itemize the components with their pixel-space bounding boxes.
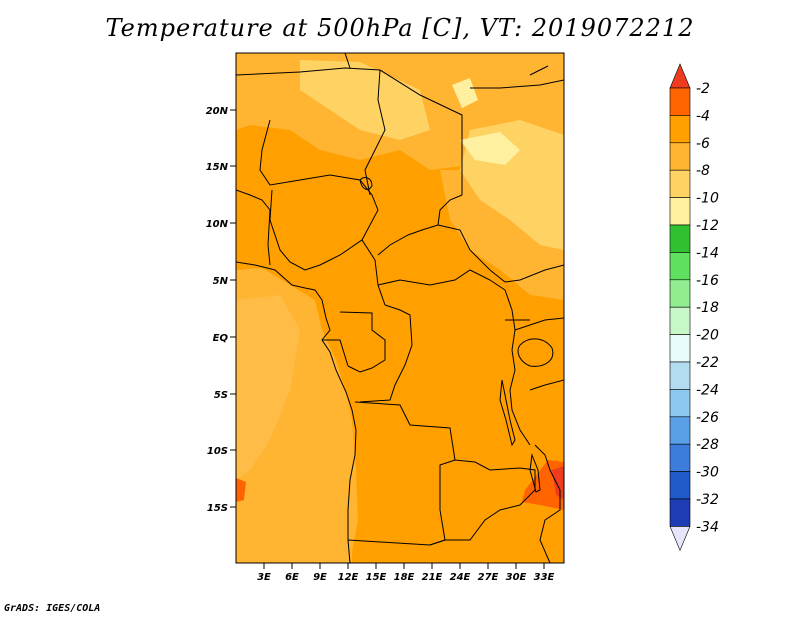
colorbar-box	[669, 443, 691, 472]
field-patch-warm-west	[236, 478, 246, 502]
border-niger-chad	[259, 119, 379, 241]
coastline-west-africa	[236, 261, 357, 563]
colorbar-box	[669, 115, 691, 144]
field-patch-pale	[460, 132, 520, 165]
colorbar-box	[669, 334, 691, 363]
colorbar-box	[669, 142, 691, 171]
lon-tick-label: 27E	[478, 572, 499, 583]
colorbar-box	[669, 361, 691, 390]
lat-tick-label: 15N	[206, 162, 229, 173]
border-sahel-3	[364, 69, 386, 196]
lon-tick-label: 3E	[257, 572, 271, 583]
colorbar-box	[669, 224, 691, 253]
lon-tick-label: 18E	[394, 572, 415, 583]
border-kenya-uganda	[514, 317, 564, 331]
border-chad-sudan	[377, 194, 463, 256]
lat-tick-label: 20N	[206, 106, 229, 117]
colorbar-label: -34	[696, 519, 719, 535]
colorbar-top-triangle	[669, 63, 691, 89]
lon-tick-label: 24E	[450, 572, 471, 583]
colorbar-label: -10	[696, 191, 719, 207]
colorbar-label: -30	[696, 465, 719, 481]
colorbar-box	[669, 306, 691, 335]
field-patch-southwest	[300, 470, 352, 563]
border-drc-east	[504, 289, 531, 446]
colorbar-label: -24	[696, 382, 719, 398]
colorbar-bottom-triangle	[669, 526, 691, 552]
border-ethiopia	[504, 264, 564, 283]
lat-tick-label: EQ	[213, 333, 229, 344]
colorbar-label: -22	[696, 355, 719, 371]
lat-tick-label: 10N	[206, 219, 229, 230]
lat-axis: 20N 15N 10N 5N EQ 5S 10S 15S	[206, 106, 236, 514]
colorbar-box	[669, 87, 691, 116]
field-patch-warmest	[552, 466, 564, 500]
lat-tick-label: 5S	[214, 390, 228, 401]
lon-tick-label: 15E	[366, 572, 387, 583]
border-namibia	[347, 539, 446, 546]
lon-axis: 3E 6E 9E 12E 15E 18E 21E 24E 27E 30E 33E	[257, 563, 555, 583]
colorbar-label: -6	[696, 136, 710, 152]
temperature-field	[236, 53, 564, 563]
border-malawi-moz	[534, 444, 561, 563]
colorbar-box	[669, 279, 691, 308]
colorbar: -2 -4 -6 -8 -10 -12 -14 -16 -18 -20 -22 -24 -26 -28 -3…	[669, 63, 719, 552]
map-frame	[235, 52, 565, 564]
border-congo-1	[339, 311, 386, 373]
colorbar-box	[669, 416, 691, 445]
colorbar-box	[669, 197, 691, 226]
colorbar-box	[669, 498, 691, 527]
colorbar-label: -20	[696, 328, 719, 344]
lake-victoria	[517, 338, 554, 367]
lake-tanganyika	[499, 379, 516, 447]
lon-tick-label: 12E	[338, 572, 359, 583]
colorbar-label: -26	[696, 410, 719, 426]
colorbar-box	[669, 471, 691, 500]
colorbar-label: -4	[696, 108, 710, 124]
border-gabon	[322, 339, 349, 367]
colorbar-label: -14	[696, 245, 719, 261]
border-tanzania	[529, 379, 564, 391]
sinai-coast	[529, 65, 549, 76]
colorbar-label: -12	[696, 218, 719, 234]
map-title: Temperature at 500hPa [C], VT: 201907221…	[105, 14, 695, 42]
colorbar-label: -18	[696, 300, 719, 316]
border-sahel-2	[344, 53, 351, 69]
border-ghana-togo	[236, 189, 271, 266]
lon-tick-label: 30E	[506, 572, 527, 583]
field-patch-coast-2	[236, 295, 300, 480]
colorbar-box	[669, 169, 691, 198]
lat-tick-label: 5N	[213, 276, 229, 287]
colorbar-box	[669, 389, 691, 418]
country-borders	[236, 53, 564, 563]
border-congo-2	[359, 304, 413, 403]
field-patch-sahara	[300, 60, 430, 140]
lon-tick-label: 9E	[313, 572, 327, 583]
lat-tick-label: 10S	[207, 446, 228, 457]
field-patch-pale-2	[452, 78, 478, 108]
border-nigeria	[269, 189, 386, 306]
lat-tick-label: 15S	[207, 503, 228, 514]
red-sea-coast	[470, 79, 564, 89]
border-sudan-ssudan	[437, 224, 506, 283]
colorbar-label: -16	[696, 273, 719, 289]
colorbar-box	[669, 252, 691, 281]
lake-malawi	[529, 453, 541, 493]
border-car	[377, 269, 506, 291]
lon-tick-label: 6E	[285, 572, 299, 583]
credit-text: GrADS: IGES/COLA	[4, 603, 101, 614]
lon-tick-label: 33E	[534, 572, 555, 583]
colorbar-label: -8	[696, 163, 710, 179]
colorbar-label: -2	[696, 81, 710, 97]
lon-tick-label: 21E	[422, 572, 443, 583]
colorbar-label: -32	[696, 492, 719, 508]
colorbar-label: -28	[696, 437, 719, 453]
lake-chad	[359, 177, 373, 190]
